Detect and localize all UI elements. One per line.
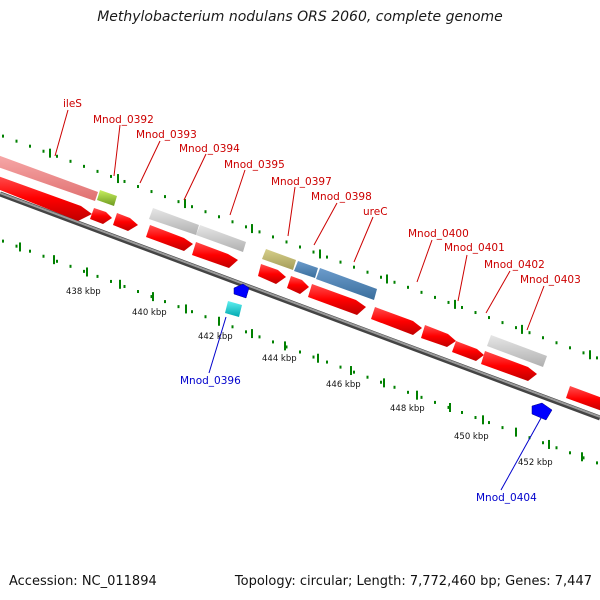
gene-Mnod_0396-blue[interactable] xyxy=(233,283,250,299)
gene-Mnod_0398-red[interactable] xyxy=(287,276,309,294)
gene-Mnod_0395-red[interactable] xyxy=(192,242,238,268)
gene-Mnod_0401-red[interactable] xyxy=(421,325,456,347)
gene-label-Mnod_0395: Mnod_0395 xyxy=(224,159,285,171)
gene-ureC[interactable] xyxy=(316,268,377,300)
gene-Mnod_0398[interactable] xyxy=(294,261,318,278)
gene-Mnod_0393-red[interactable] xyxy=(90,208,112,224)
scale-label-450: 450 kbp xyxy=(454,432,489,442)
gene-label-ureC: ureC xyxy=(363,206,388,218)
gene-label-Mnod_0402: Mnod_0402 xyxy=(484,259,545,271)
gene-Mnod_0404[interactable] xyxy=(531,402,553,421)
gene-ileS-red[interactable] xyxy=(0,175,92,221)
gene-Mnod_0392[interactable] xyxy=(97,190,117,206)
gene-Mnod_0400-red[interactable] xyxy=(371,307,422,335)
gene-Mnod_0396-cyan[interactable] xyxy=(225,301,242,317)
gene-ureC-red[interactable] xyxy=(308,284,366,315)
topology-text: Topology: circular; Length: 7,772,460 bp… xyxy=(234,574,592,589)
gene-Mnod_0394-red-a[interactable] xyxy=(113,213,138,231)
scale-label-448: 448 kbp xyxy=(390,404,425,414)
gene-Mnod_0397-red[interactable] xyxy=(258,264,286,284)
scale-label-444: 444 kbp xyxy=(262,354,297,364)
scale-label-440: 440 kbp xyxy=(132,308,167,318)
tick-track xyxy=(2,134,598,465)
gene-Mnod_0403-red[interactable] xyxy=(481,351,537,381)
gene-label-Mnod_0404: Mnod_0404 xyxy=(476,492,537,504)
scale-label-446: 446 kbp xyxy=(326,380,361,390)
gene-label-Mnod_0398: Mnod_0398 xyxy=(311,191,372,203)
map-title: Methylobacterium nodulans ORS 2060, comp… xyxy=(97,9,503,25)
gene-label-ileS: ileS xyxy=(63,98,82,110)
gene-label-Mnod_0396: Mnod_0396 xyxy=(180,375,241,387)
accession-text: Accession: NC_011894 xyxy=(9,574,157,589)
gene-Mnod_0397[interactable] xyxy=(262,249,296,270)
gene-Mnod_0402-red[interactable] xyxy=(452,341,484,361)
label-leaders-blue xyxy=(208,316,542,491)
gene-Mnod_0394-red[interactable] xyxy=(146,225,193,251)
gene-Mnod_0403[interactable] xyxy=(487,335,547,367)
gene-label-Mnod_0392: Mnod_0392 xyxy=(93,114,154,126)
gene-label-Mnod_0397: Mnod_0397 xyxy=(271,176,332,188)
genome-backbone-highlight xyxy=(0,192,600,418)
gene-label-Mnod_0394: Mnod_0394 xyxy=(179,143,240,155)
gene-label-Mnod_0403: Mnod_0403 xyxy=(520,274,581,286)
scale-label-452: 452 kbp xyxy=(518,458,553,468)
label-leaders xyxy=(54,109,545,331)
gene-Mnod_0405-red[interactable] xyxy=(566,386,600,412)
scale-label-438: 438 kbp xyxy=(66,287,101,297)
gene-Mnod_0394[interactable] xyxy=(149,208,199,235)
gene-Mnod_0395[interactable] xyxy=(196,225,246,252)
gene-label-Mnod_0401: Mnod_0401 xyxy=(444,242,505,254)
gene-label-Mnod_0393: Mnod_0393 xyxy=(136,129,197,141)
scale-label-442: 442 kbp xyxy=(198,332,233,342)
gene-label-Mnod_0400: Mnod_0400 xyxy=(408,228,469,240)
gene-ileS[interactable] xyxy=(0,154,98,201)
